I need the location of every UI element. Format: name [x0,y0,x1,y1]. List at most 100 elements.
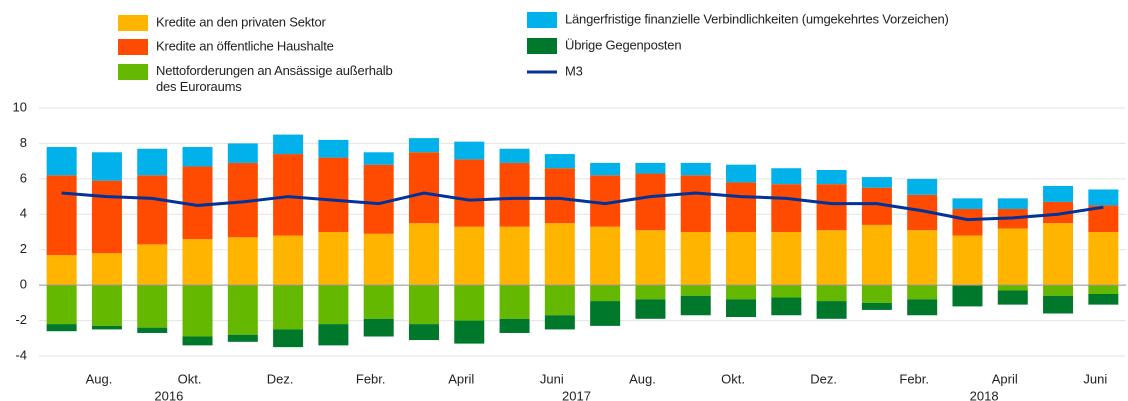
bar [137,285,168,328]
bar [771,184,802,232]
x-tick-label: Aug. [86,371,113,386]
y-tick-label: 8 [20,135,27,150]
bar [454,141,485,160]
bar [227,285,258,335]
legend-label: Kredite an den privaten Sektor [156,14,326,29]
bar [771,285,802,298]
bar [499,318,530,333]
bar [363,318,394,337]
bar [363,164,394,234]
bar [408,285,439,325]
bar [137,148,168,176]
bar [182,146,213,167]
bar [544,285,575,316]
legend-swatch [527,12,557,28]
bar [861,302,892,310]
bar [46,255,77,286]
bar [408,152,439,224]
x-tick-label: Dez. [810,371,837,386]
bar [952,198,983,209]
bar [680,295,711,316]
legend-label: M3 [565,63,583,78]
legend-label: Übrige Gegenposten [565,37,681,52]
bar [997,198,1028,209]
y-tick-label: 0 [20,277,27,292]
bar [46,146,77,176]
bar [1043,285,1074,296]
bar [318,324,349,346]
legend-label: Nettoforderungen an Ansässige außerhalb d… [156,63,392,94]
bar [46,324,77,332]
bar [861,285,892,303]
bar [816,170,847,185]
bar [182,285,213,337]
y-tick-label: -4 [15,347,27,362]
x-group-label: 2016 [154,388,183,401]
bar [771,232,802,286]
bar [635,173,666,231]
bar [544,315,575,330]
bar [137,244,168,286]
legend-swatch [118,15,148,31]
bar [635,299,666,319]
bar [680,162,711,176]
x-tick-label: April [448,371,474,386]
bar [454,285,485,321]
bar [227,143,258,163]
legend-label: Kredite an öffentliche Haushalte [156,38,334,53]
bar [273,134,304,155]
bar [861,224,892,286]
bar [680,232,711,286]
bar [363,152,394,165]
bar [273,154,304,236]
bar [137,327,168,333]
bar [952,208,983,236]
x-tick-label: Dez. [267,371,294,386]
x-tick-label: April [992,371,1018,386]
bar [137,175,168,245]
bar [499,162,530,227]
x-tick-label: Aug. [629,371,656,386]
y-tick-label: 4 [20,206,27,221]
bar [46,175,77,256]
bar [816,285,847,302]
bar [273,235,304,286]
y-tick-label: 6 [20,170,27,185]
bar [499,285,530,319]
bar [1043,201,1074,224]
bar [318,285,349,325]
bar [408,138,439,153]
bar [91,285,122,326]
bar [408,324,439,341]
bar [182,239,213,286]
x-tick-label: Juni [1083,371,1107,386]
bar [771,168,802,185]
bar [726,285,757,300]
bar [997,285,1028,291]
bar [544,168,575,224]
legend-swatch [527,38,557,54]
bar [590,285,621,302]
x-tick-label: Febr. [899,371,929,386]
bar [1043,185,1074,202]
bar [91,152,122,181]
bar [182,336,213,346]
bar [816,301,847,319]
x-group-label: 2018 [970,388,999,401]
bar [318,232,349,286]
x-tick-label: Juni [540,371,564,386]
bar [227,334,258,342]
y-tick-label: -2 [15,312,27,327]
bar [91,325,122,330]
bar [363,285,394,319]
bar [1043,295,1074,314]
y-tick-label: 2 [20,241,27,256]
bar [499,226,530,286]
bar [590,301,621,326]
bar [1088,285,1119,294]
bar [590,226,621,286]
bar [907,299,938,316]
bar [273,329,304,348]
bar [1088,232,1119,286]
bar [454,226,485,286]
